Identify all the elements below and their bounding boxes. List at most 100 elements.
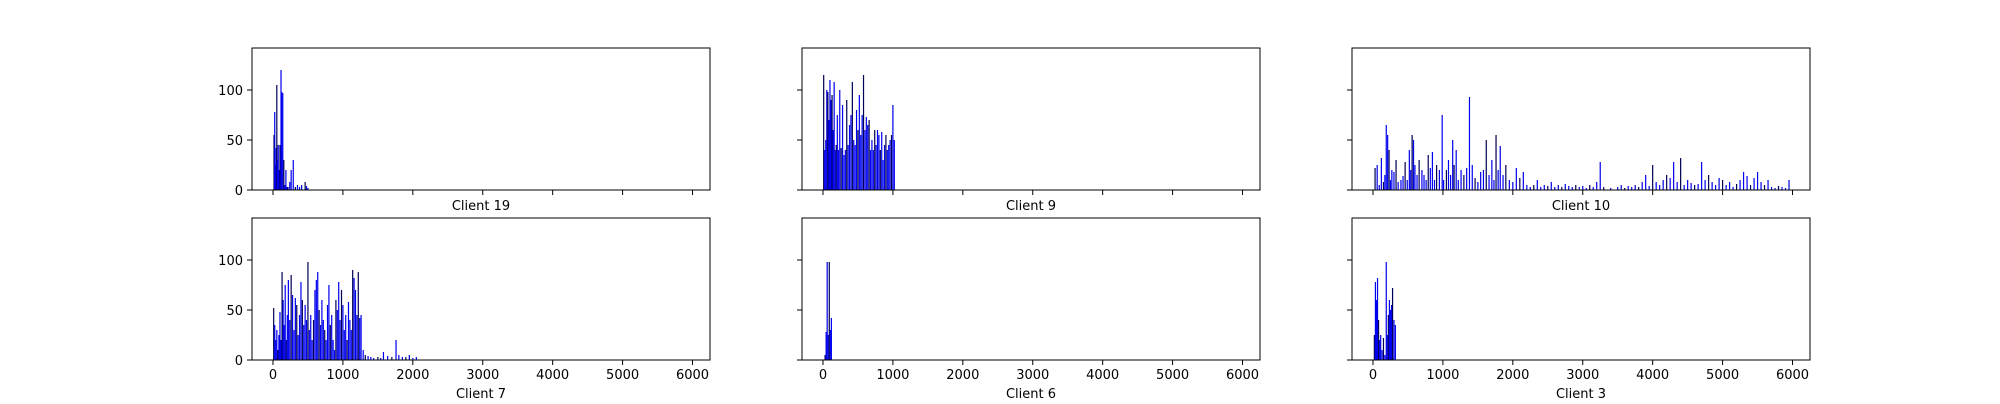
bar (301, 300, 303, 360)
bar (1387, 135, 1389, 190)
bar (1732, 187, 1734, 190)
bar-group (824, 262, 832, 360)
bar (276, 160, 279, 190)
bar (1389, 310, 1392, 360)
bar (1391, 170, 1393, 190)
bar (1377, 320, 1380, 360)
bar (280, 70, 282, 190)
bar (292, 160, 294, 190)
x-tick-label: 6000 (676, 368, 709, 383)
bar (1561, 187, 1563, 190)
x-tick-label: 0 (269, 368, 277, 383)
bar (1767, 180, 1769, 190)
bar (1449, 175, 1452, 190)
bar-group (823, 75, 895, 190)
bar (1455, 150, 1457, 190)
bar (298, 315, 301, 360)
bar (1400, 180, 1402, 190)
bar (1394, 325, 1396, 360)
bar (1529, 187, 1531, 190)
bar-group (1373, 262, 1396, 360)
bar (1381, 350, 1383, 360)
bar-group (1374, 97, 1790, 190)
bar (830, 100, 832, 190)
bar (1436, 165, 1438, 190)
bar (354, 290, 357, 360)
bar (289, 320, 291, 360)
bar (294, 187, 296, 190)
bar (879, 150, 881, 190)
bar (1384, 175, 1386, 190)
bar (1384, 355, 1386, 360)
bar (391, 357, 393, 360)
bar (1554, 187, 1556, 190)
bar (279, 312, 281, 360)
bar (875, 145, 877, 190)
bar (1495, 135, 1497, 190)
bar (1571, 187, 1573, 190)
bar (1697, 184, 1699, 190)
bar (1493, 180, 1495, 190)
bar (1638, 187, 1640, 190)
bar (1393, 172, 1395, 190)
bar (1694, 185, 1696, 190)
bar (846, 100, 848, 190)
bar (287, 280, 289, 360)
bar (282, 93, 284, 190)
x-tick-label: 4000 (536, 368, 569, 383)
bar (324, 330, 326, 360)
bar (1471, 165, 1473, 190)
bar (1543, 185, 1545, 190)
bar (848, 125, 851, 190)
bar (893, 140, 895, 190)
bar (346, 340, 348, 360)
bar (823, 75, 825, 190)
bar (1395, 160, 1397, 190)
bar (1410, 170, 1412, 190)
bar (1781, 187, 1783, 190)
bar (868, 120, 870, 190)
bar (1416, 175, 1418, 190)
bar (1659, 185, 1661, 190)
bar (319, 325, 322, 360)
bar (289, 182, 291, 190)
bar (847, 145, 849, 190)
bar (827, 92, 829, 190)
y-tick-label: 100 (218, 84, 243, 99)
bar (398, 355, 400, 360)
bar (314, 290, 316, 360)
bar (275, 340, 277, 360)
bar (415, 357, 417, 360)
bar (1582, 186, 1584, 190)
bar (885, 135, 887, 190)
bar (325, 340, 327, 360)
y-tick-label: 50 (226, 134, 243, 149)
bar (1447, 160, 1450, 190)
x-tick-label: 2000 (946, 368, 979, 383)
bar (350, 330, 352, 360)
bar (347, 302, 350, 360)
bar (293, 330, 295, 360)
bar (851, 82, 853, 190)
bar (1599, 162, 1601, 190)
bar (1645, 175, 1647, 190)
bar (869, 150, 872, 190)
bar (889, 140, 891, 190)
bar (345, 315, 347, 360)
bar (840, 148, 842, 190)
bar (855, 110, 858, 190)
bar (318, 310, 320, 360)
bar (1388, 150, 1390, 190)
bar (1641, 182, 1643, 190)
bar (1380, 335, 1382, 360)
bar (364, 355, 366, 360)
bar (1482, 170, 1485, 190)
bar (1669, 178, 1671, 190)
bar (1474, 178, 1476, 190)
x-axis-label: Client 3 (1556, 387, 1606, 400)
bar (834, 150, 836, 190)
bar (1557, 185, 1559, 190)
bar (276, 330, 278, 360)
